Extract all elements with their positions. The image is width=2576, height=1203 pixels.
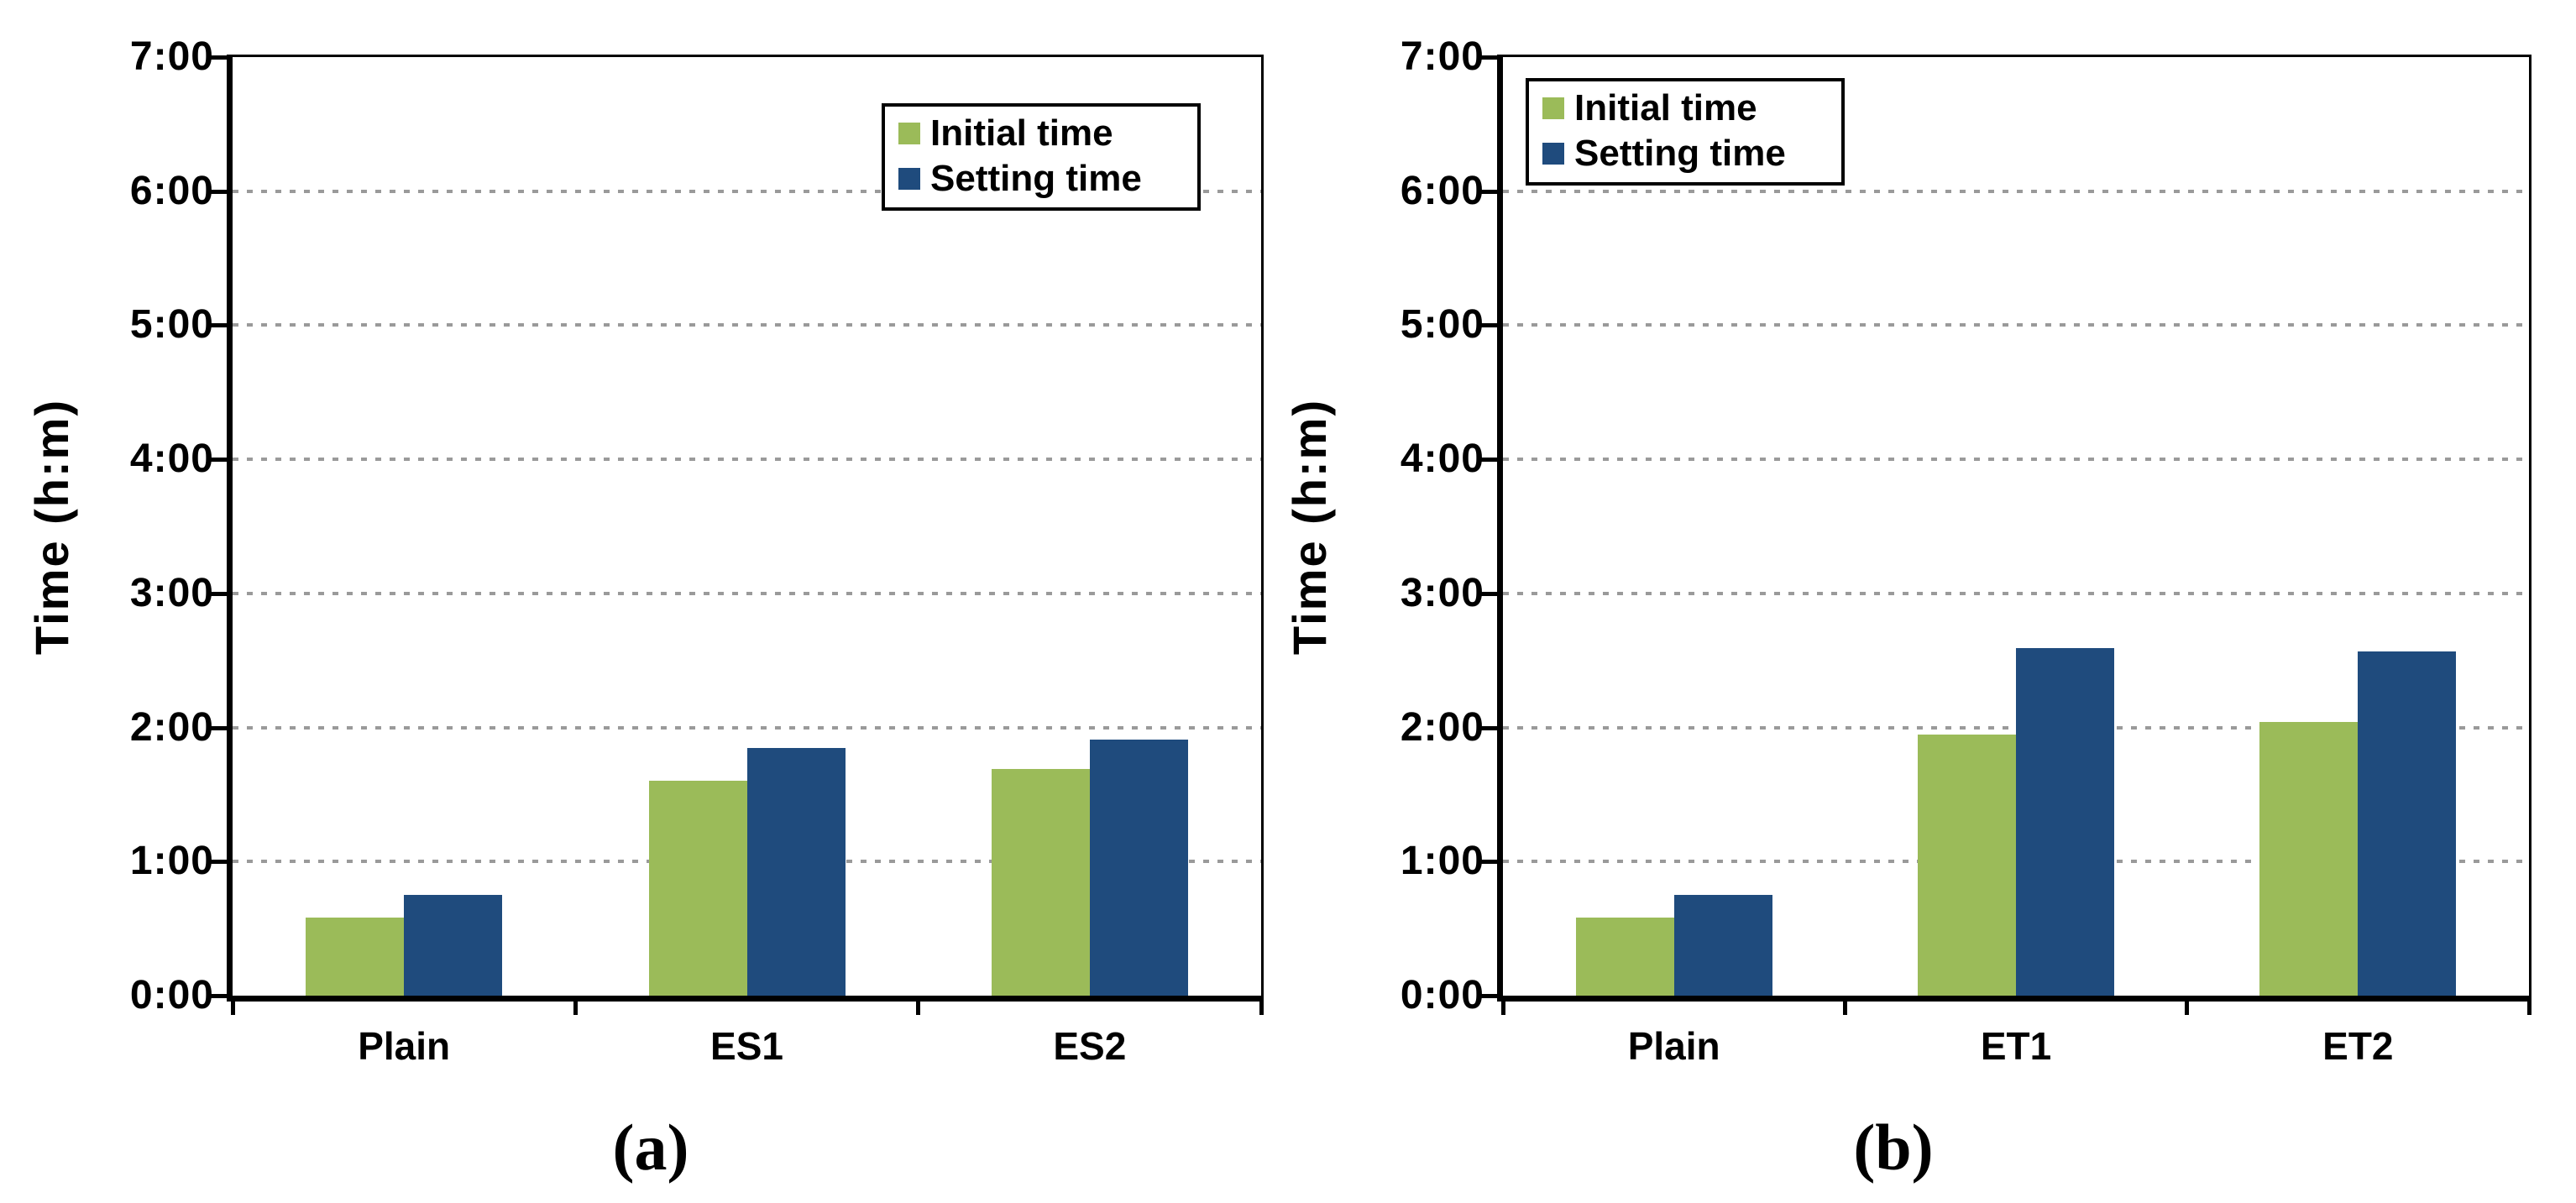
category-label-Plain: Plain <box>358 1024 451 1068</box>
y-tick-label-5:00: 5:00 <box>1400 302 1484 348</box>
gridline-6h <box>1503 189 2529 193</box>
y-tick-label-4:00: 4:00 <box>1400 437 1484 482</box>
y-tick-label-3:00: 3:00 <box>129 570 214 615</box>
y-tick-7:00 <box>1479 55 1497 60</box>
bar-initial-Plain <box>306 918 405 996</box>
bar-initial-ES2 <box>991 769 1090 996</box>
y-tick-7:00 <box>208 55 227 60</box>
y-tick-label-3:00: 3:00 <box>1400 570 1484 615</box>
bar-setting-ET1 <box>2016 648 2114 996</box>
legend-item-setting-time: Setting time <box>898 157 1181 201</box>
legend-label-initial-time: Initial time <box>1574 87 1757 128</box>
y-tick-label-5:00: 5:00 <box>129 302 214 348</box>
x-tick-3 <box>2526 1002 2531 1015</box>
legend-swatch-setting-time <box>898 168 920 190</box>
y-tick-3:00 <box>1479 591 1497 596</box>
x-tick-1 <box>1842 1002 1847 1015</box>
y-tick-label-2:00: 2:00 <box>1400 704 1484 750</box>
legend-item-initial-time: Initial time <box>898 112 1181 155</box>
category-label-ET1: ET1 <box>1980 1024 2052 1068</box>
legend-box-b: Initial time Setting time <box>1526 78 1845 186</box>
gridline-6h <box>233 189 1261 193</box>
y-tick-label-2:00: 2:00 <box>129 704 214 750</box>
bar-setting-ES1 <box>746 747 846 996</box>
y-tick-6:00 <box>208 189 227 194</box>
gridline-4h <box>233 458 1261 462</box>
category-label-Plain: Plain <box>1627 1024 1720 1068</box>
gridline-3h <box>233 591 1261 595</box>
legend-swatch-initial-time <box>1542 97 1564 119</box>
category-label-ES2: ES2 <box>1053 1024 1127 1068</box>
y-tick-0:00 <box>208 994 227 998</box>
bar-setting-ET2 <box>2358 651 2457 996</box>
gridline-5h <box>1503 323 2529 327</box>
y-tick-label-7:00: 7:00 <box>129 34 214 79</box>
y-tick-0:00 <box>1479 994 1497 998</box>
y-tick-5:00 <box>208 323 227 328</box>
legend-label-setting-time: Setting time <box>930 158 1142 199</box>
y-tick-5:00 <box>1479 323 1497 328</box>
legend-swatch-initial-time <box>898 123 920 144</box>
legend-label-setting-time: Setting time <box>1574 133 1786 174</box>
y-tick-label-6:00: 6:00 <box>129 168 214 213</box>
bar-initial-ES1 <box>648 781 747 996</box>
x-tick-2 <box>916 1002 921 1015</box>
gridline-5h <box>233 323 1261 327</box>
legend-item-initial-time: Initial time <box>1542 86 1825 130</box>
y-tick-2:00 <box>208 725 227 730</box>
x-tick-1 <box>573 1002 578 1015</box>
x-tick-0 <box>230 1002 235 1015</box>
y-tick-1:00 <box>1479 860 1497 865</box>
x-tick-0 <box>1500 1002 1505 1015</box>
y-tick-label-0:00: 0:00 <box>129 973 214 1017</box>
bar-initial-Plain <box>1575 918 1674 996</box>
bar-initial-ET2 <box>2259 722 2359 996</box>
y-tick-3:00 <box>208 591 227 596</box>
category-label-ES1: ES1 <box>710 1024 783 1068</box>
legend-item-setting-time: Setting time <box>1542 132 1825 175</box>
legend-label-initial-time: Initial time <box>930 112 1113 154</box>
y-tick-label-4:00: 4:00 <box>129 437 214 482</box>
bar-setting-Plain <box>1673 895 1772 996</box>
gridline-2h <box>233 725 1261 730</box>
caption-a: (a) <box>612 1111 689 1184</box>
legend-box-a: Initial time Setting time <box>882 103 1201 211</box>
plot-frame-b <box>1497 55 2531 1002</box>
gridline-4h <box>1503 458 2529 462</box>
y-tick-2:00 <box>1479 725 1497 730</box>
y-tick-4:00 <box>208 458 227 463</box>
bar-setting-ES2 <box>1089 739 1188 996</box>
gridline-3h <box>1503 591 2529 595</box>
y-tick-label-1:00: 1:00 <box>1400 839 1484 884</box>
y-tick-label-6:00: 6:00 <box>1400 168 1484 213</box>
x-tick-3 <box>1259 1002 1264 1015</box>
caption-b: (b) <box>1853 1111 1934 1184</box>
bar-initial-ET1 <box>1918 734 2016 996</box>
category-label-ET2: ET2 <box>2322 1024 2394 1068</box>
y-tick-label-1:00: 1:00 <box>129 839 214 884</box>
x-tick-2 <box>2185 1002 2190 1015</box>
y-tick-1:00 <box>208 860 227 865</box>
y-tick-6:00 <box>1479 189 1497 194</box>
y-tick-label-7:00: 7:00 <box>1400 34 1484 79</box>
y-tick-4:00 <box>1479 458 1497 463</box>
y-tick-label-0:00: 0:00 <box>1400 973 1484 1017</box>
bar-setting-Plain <box>404 895 503 996</box>
legend-swatch-setting-time <box>1542 143 1564 165</box>
plot-frame-a <box>227 55 1264 1002</box>
